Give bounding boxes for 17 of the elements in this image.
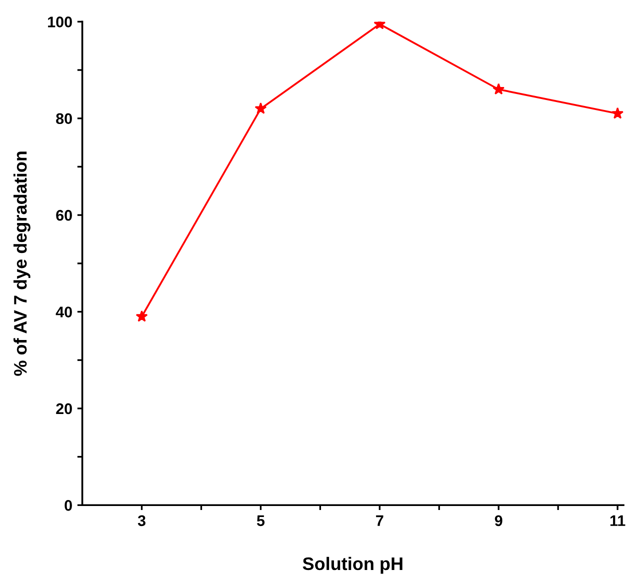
y-axis-title: % of AV 7 dye degradation (14, 152, 30, 376)
y-tick-label: 80 (56, 113, 72, 124)
point (612, 107, 624, 119)
y-tick-label: 40 (56, 306, 72, 318)
y-tick-label: 0 (64, 500, 72, 511)
y-tick-label: 100 (48, 16, 72, 28)
y-tick-label: 20 (56, 403, 72, 414)
point (254, 102, 267, 114)
x-tick-label: 3 (138, 515, 146, 526)
point (492, 83, 505, 95)
x-tick-label: 11 (610, 515, 626, 526)
point (136, 310, 148, 322)
x-tick-label: 5 (256, 515, 265, 526)
y-tick-label: 60 (56, 210, 72, 221)
x-tick-label: 9 (494, 515, 502, 526)
x-tick-label: 7 (376, 515, 384, 526)
x-axis-title: Solution pH (302, 556, 402, 574)
